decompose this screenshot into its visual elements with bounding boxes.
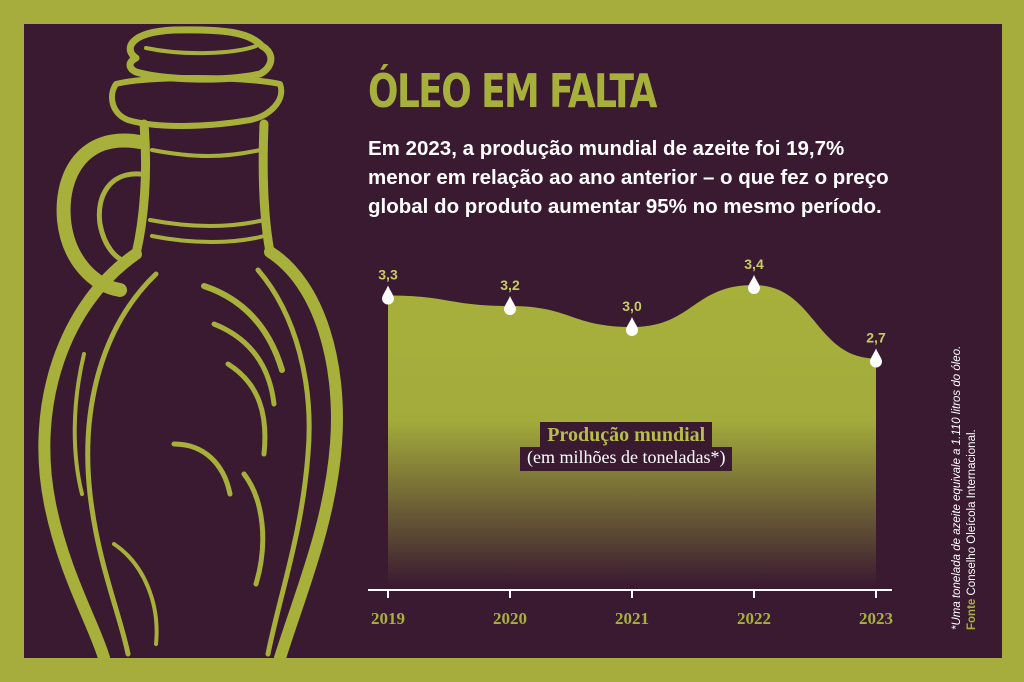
chart-legend: Produção mundial (em milhões de tonelada… — [520, 422, 733, 471]
side-notes: *Uma tonelada de azeite equivale a 1.110… — [950, 346, 980, 630]
source-credit: Fonte Conselho Oleícola Internacional. — [965, 346, 980, 630]
infographic-panel: ÓLEO EM FALTA Em 2023, a produção mundia… — [24, 24, 1002, 658]
value-label: 2,7 — [866, 330, 886, 346]
x-tick-label: 2019 — [371, 609, 405, 628]
source-label: Fonte — [966, 598, 978, 630]
value-label: 3,3 — [378, 267, 398, 283]
value-label: 3,4 — [744, 256, 764, 272]
drop-icon — [626, 317, 638, 336]
value-label: 3,2 — [500, 277, 520, 293]
x-tick-label: 2023 — [859, 609, 893, 628]
drop-icon — [748, 275, 760, 294]
olive-oil-jug-illustration — [38, 26, 343, 658]
drop-icon — [504, 296, 516, 315]
page-subtitle: Em 2023, a produção mundial de azeite fo… — [368, 137, 889, 218]
footnote: *Uma tonelada de azeite equivale a 1.110… — [951, 345, 963, 630]
legend-title: Produção mundial — [540, 422, 713, 447]
drop-icon — [382, 285, 394, 305]
value-label: 3,0 — [622, 298, 642, 314]
drop-icon — [870, 348, 882, 368]
page-title: ÓLEO EM FALTA — [368, 64, 657, 118]
x-tick-label: 2021 — [615, 609, 649, 628]
x-tick-label: 2020 — [493, 609, 527, 628]
source-text: Conselho Oleícola Internacional. — [966, 429, 978, 599]
x-tick-label: 2022 — [737, 609, 771, 628]
legend-unit: (em milhões de toneladas*) — [520, 447, 733, 471]
production-area-chart: 3,3 2019 3,2 2020 3,0 2021 3,4 2022 2,7 2023 — [368, 256, 893, 628]
